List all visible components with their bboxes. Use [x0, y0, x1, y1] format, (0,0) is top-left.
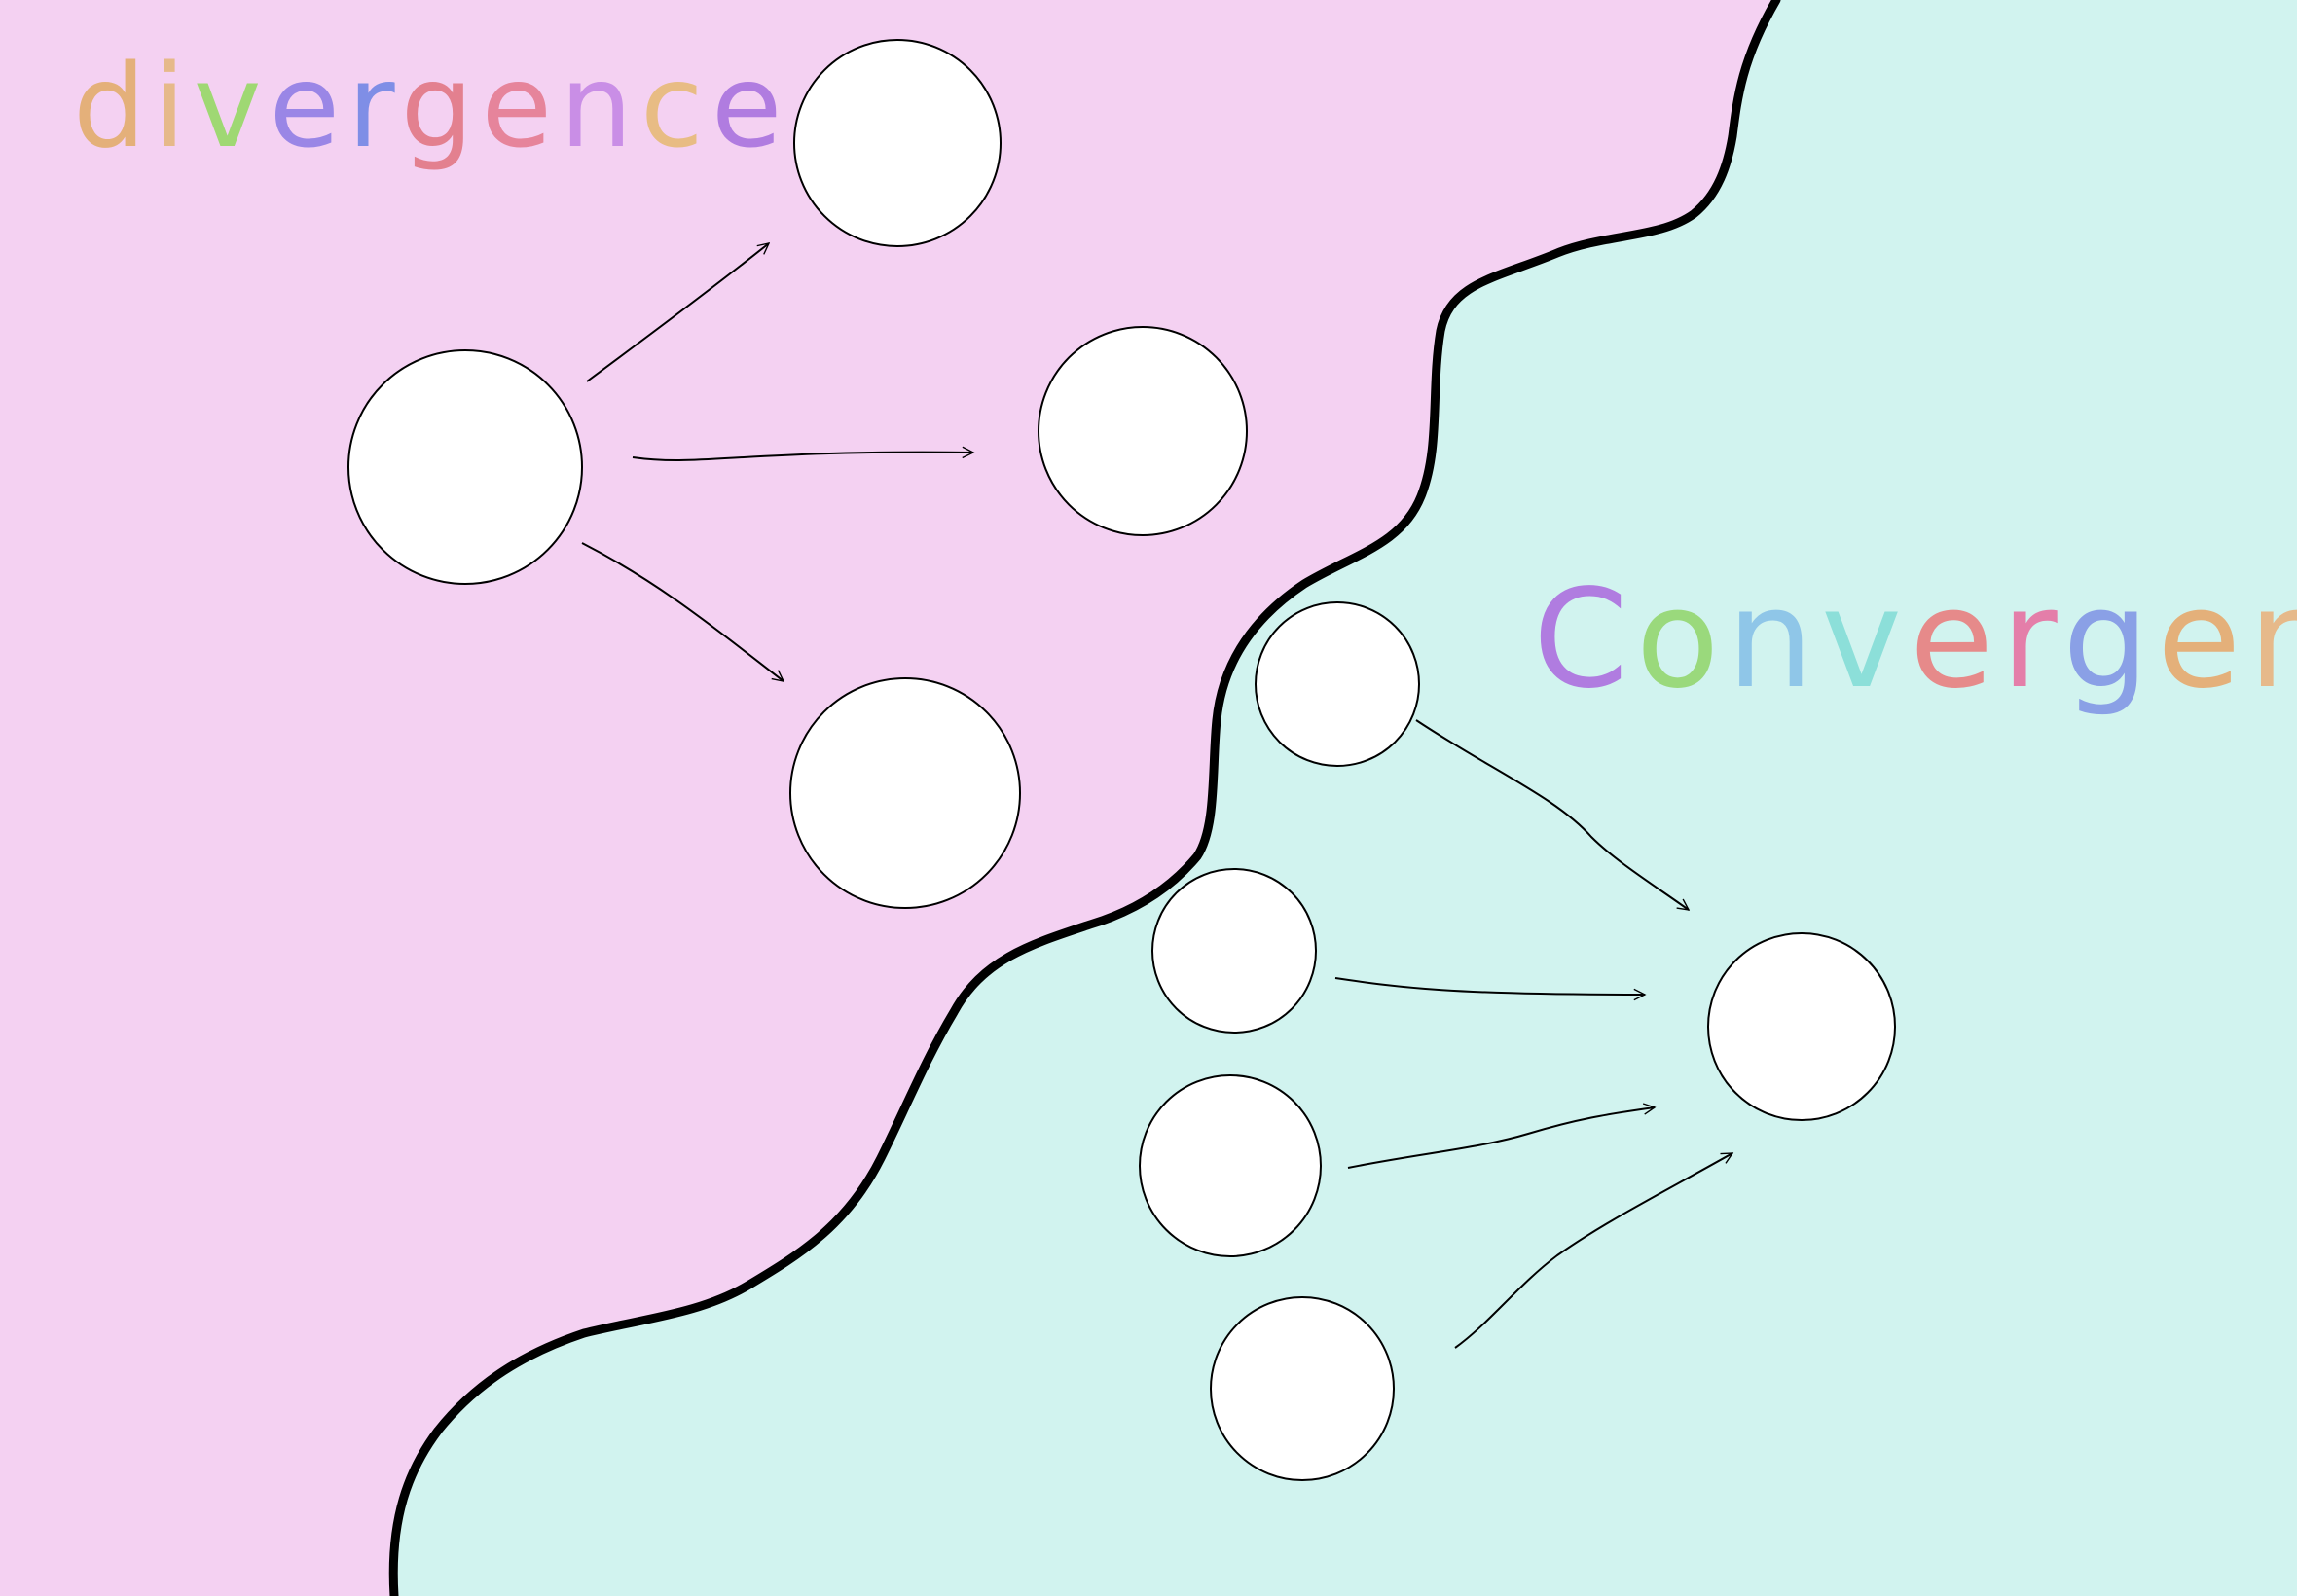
title-letter: r	[2001, 561, 2062, 719]
arrow-conv-3	[1347, 1107, 1655, 1169]
arrow-div-to-bottom	[581, 542, 784, 681]
title-letter: d	[73, 39, 154, 173]
divergence-source-node	[347, 349, 583, 585]
title-letter: o	[1636, 561, 1728, 719]
convergence-source-node-4	[1210, 1296, 1395, 1481]
divergence-target-node-bottom	[789, 677, 1021, 909]
title-letter: n	[560, 39, 640, 173]
title-letter: v	[194, 39, 270, 173]
title-letter: e	[711, 39, 790, 173]
title-letter: C	[1533, 561, 1636, 719]
arrow-conv-4	[1454, 1152, 1732, 1349]
divergence-title: divergence	[73, 39, 789, 173]
title-letter: g	[2062, 561, 2157, 719]
title-letter: e	[1910, 561, 2001, 719]
title-letter: n	[1727, 561, 1821, 719]
arrow-div-to-middle	[632, 453, 973, 462]
title-letter: v	[1821, 561, 1910, 719]
title-letter: n	[2248, 561, 2297, 719]
arrow-div-to-top	[586, 243, 769, 382]
convergence-source-node-2	[1151, 868, 1317, 1034]
divergence-target-node-top	[793, 39, 1002, 247]
arrow-conv-1	[1415, 719, 1689, 910]
title-letter: e	[2157, 561, 2248, 719]
title-letter: g	[401, 39, 482, 173]
arrow-conv-2	[1334, 977, 1645, 995]
title-letter: c	[640, 39, 711, 173]
title-letter: r	[347, 39, 400, 173]
title-letter: e	[270, 39, 348, 173]
wavy-divider	[388, 0, 1781, 1596]
title-letter: i	[154, 39, 194, 173]
divergence-target-node-middle	[1038, 326, 1248, 536]
convergence-source-node-1	[1255, 601, 1420, 767]
convergence-target-node	[1707, 932, 1896, 1121]
convergence-title: Convergence	[1533, 561, 2297, 719]
title-letter: e	[482, 39, 561, 173]
convergence-source-node-3	[1139, 1074, 1322, 1257]
